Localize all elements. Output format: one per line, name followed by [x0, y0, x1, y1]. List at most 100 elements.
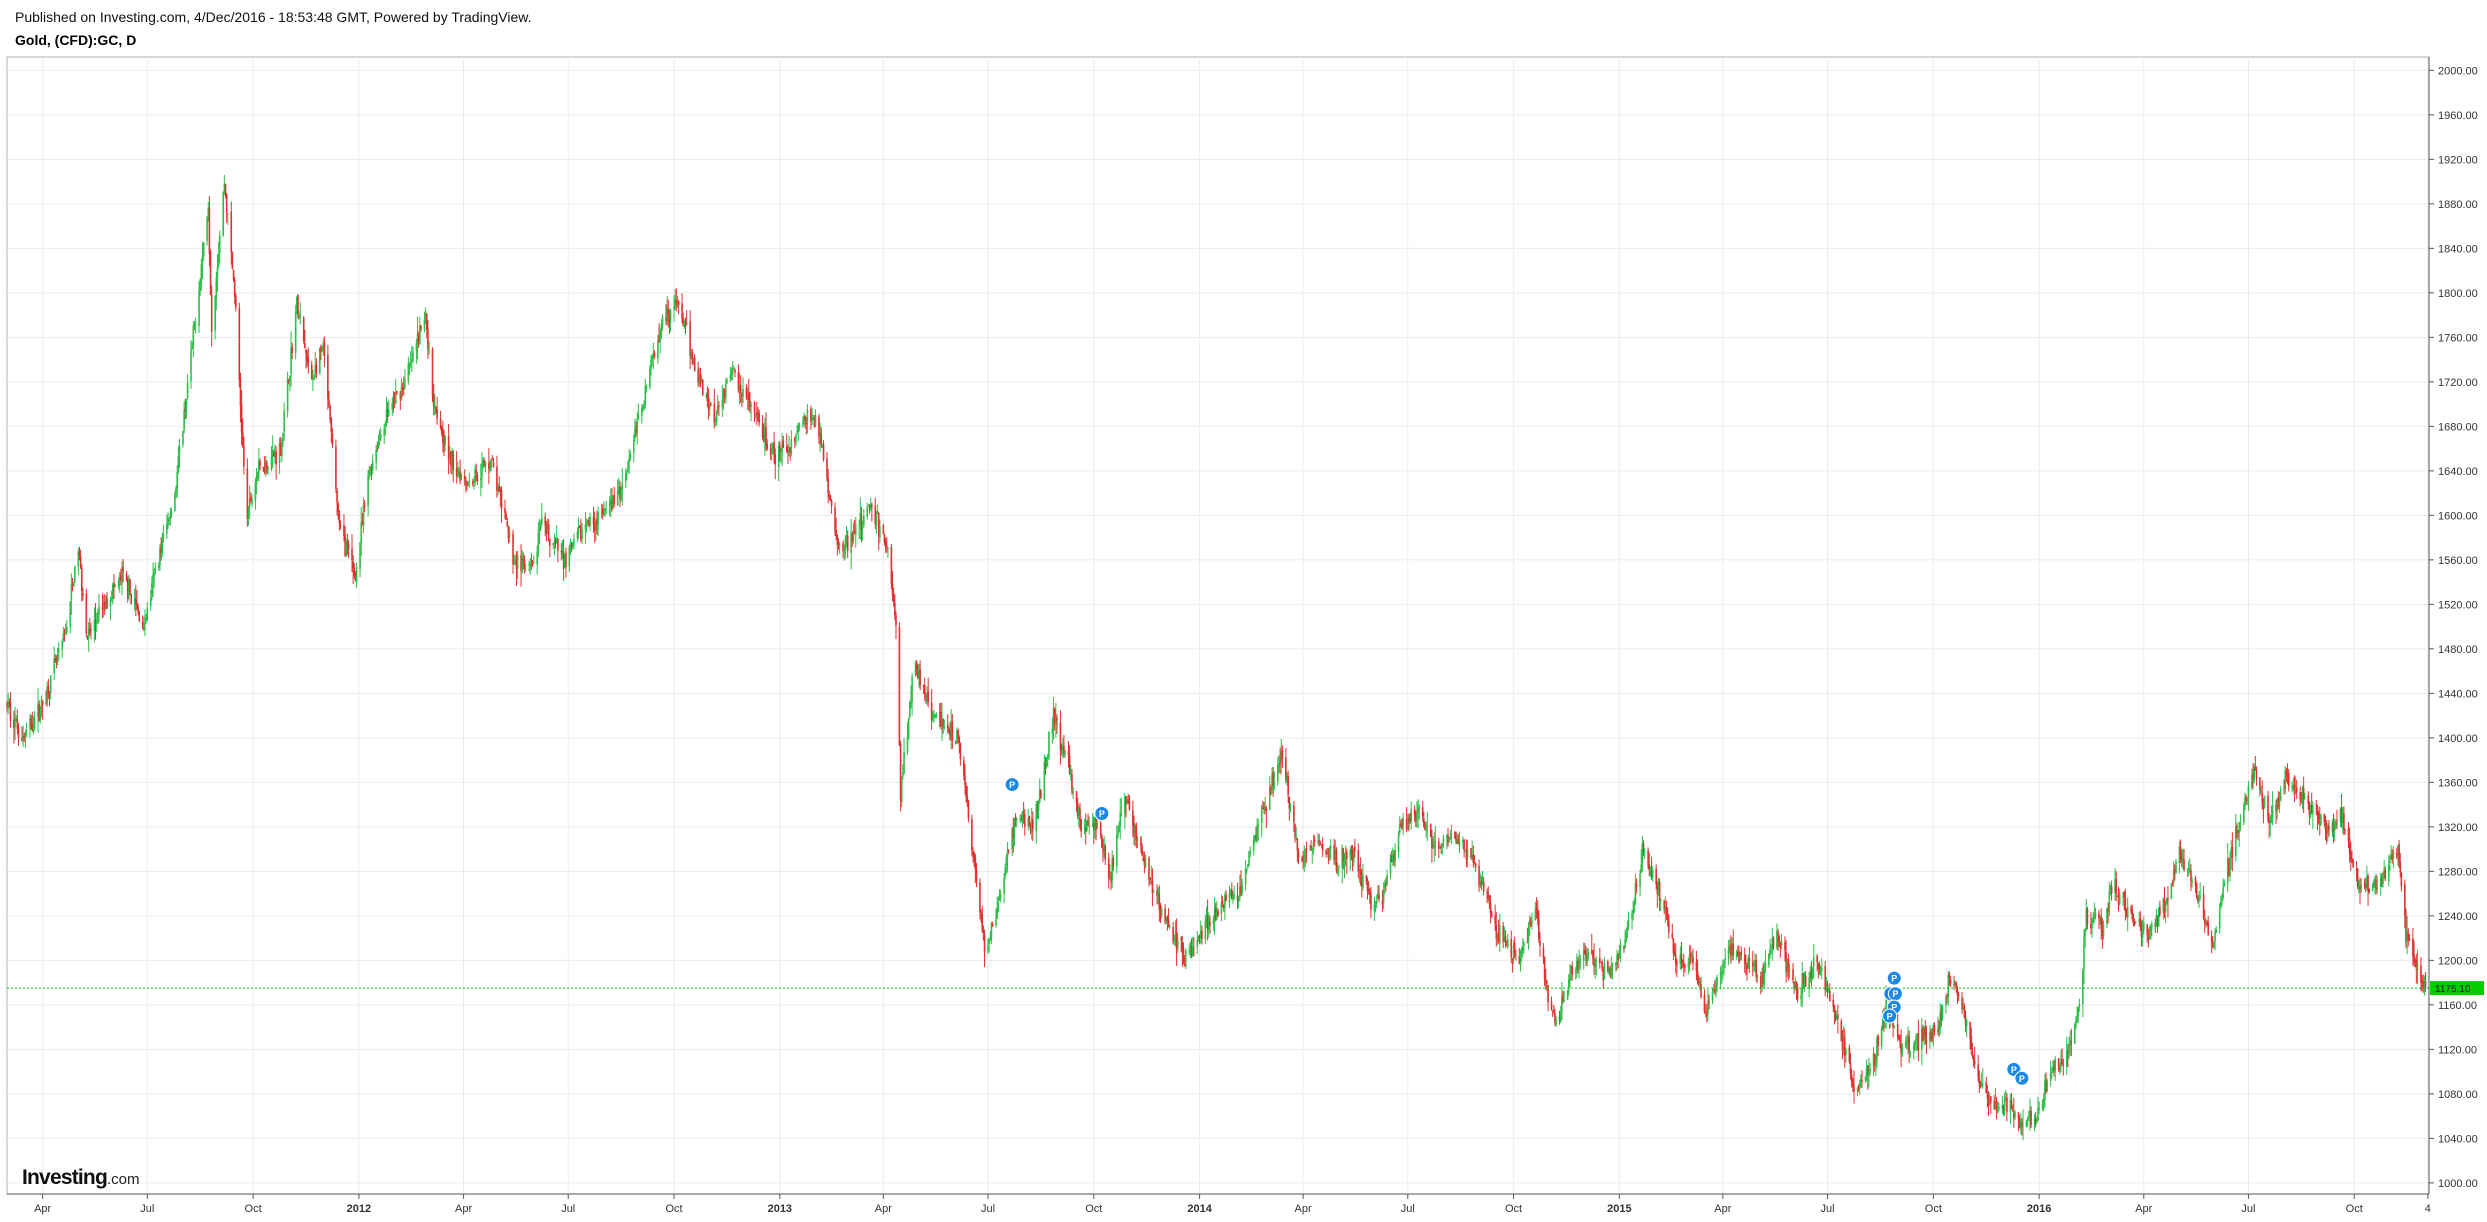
candle-body	[1618, 949, 1621, 959]
candle-body	[772, 443, 774, 452]
candle-body	[2170, 883, 2173, 899]
candle-body	[2420, 964, 2422, 983]
candle-body	[64, 632, 67, 634]
candle-body	[1550, 1001, 1553, 1010]
candle-body	[675, 299, 678, 305]
candle-body	[133, 598, 136, 604]
candle-body	[1233, 894, 1235, 897]
candle-body	[2349, 852, 2352, 861]
candle-body	[2073, 1024, 2076, 1044]
candle-body	[314, 366, 317, 377]
candle-body	[1229, 890, 1232, 892]
candle-body	[444, 435, 446, 445]
candle-body	[1458, 841, 1461, 847]
candle-body	[402, 387, 405, 390]
candle-body	[980, 911, 982, 914]
event-marker-label: P	[1892, 989, 1898, 999]
candle-body	[1539, 940, 1541, 947]
candle-body	[262, 466, 265, 470]
y-axis[interactable]: 2000.001960.001920.001880.001840.001800.…	[2428, 57, 2478, 1194]
candle-body	[1776, 930, 1778, 948]
candle-body	[1657, 883, 1660, 895]
candle-body	[1771, 937, 1774, 949]
candle-body	[1511, 959, 1514, 961]
candle-body	[1260, 808, 1263, 823]
candle-body	[1434, 841, 1437, 843]
candle-body	[1574, 971, 1577, 973]
candle-body	[2302, 788, 2305, 799]
candle-body	[367, 475, 369, 506]
candle-body	[1103, 846, 1105, 852]
candle-body	[2206, 922, 2208, 925]
candle-body	[1037, 802, 1040, 811]
candle-body	[868, 504, 871, 509]
x-axis[interactable]: Apr Jul Oct 2012 Apr Jul Oct 2013 Apr Jul Oct 2014 A…	[7, 1193, 2431, 1215]
candle-body	[941, 719, 943, 725]
candle-body	[1933, 1025, 1936, 1032]
x-tick-label: Apr	[1714, 1203, 1731, 1215]
candle-body	[1719, 972, 1722, 978]
candle-body	[1341, 847, 1344, 868]
candle-body	[2383, 868, 2385, 876]
event-marker[interactable]	[1094, 806, 1110, 822]
event-marker[interactable]	[1004, 777, 1020, 793]
candle-body	[850, 532, 852, 554]
candle-body	[2187, 869, 2190, 871]
candle-body	[1743, 954, 1746, 964]
candle-body	[922, 684, 925, 686]
candle-body	[22, 735, 24, 742]
candle-body	[1151, 880, 1154, 894]
candle-body	[1972, 1056, 1975, 1063]
event-marker[interactable]	[1882, 1008, 1898, 1024]
candle-body	[1921, 1027, 1923, 1050]
candle-body	[1305, 848, 1308, 850]
y-tick-label: 1680.00	[2438, 421, 2478, 433]
event-markers[interactable]: PPPPPPPPP	[1004, 777, 2030, 1086]
candle-body	[74, 566, 76, 583]
candle-body	[1751, 962, 1754, 967]
candle-body	[323, 342, 326, 356]
candle-body	[1365, 875, 1368, 882]
candle-body	[2423, 981, 2426, 989]
event-marker[interactable]	[2014, 1070, 2030, 1086]
candlestick-series[interactable]	[6, 174, 2427, 1141]
candle-body	[488, 463, 490, 470]
candle-body	[1643, 851, 1646, 853]
candle-body	[1659, 899, 1662, 902]
candle-body	[473, 480, 475, 483]
candle-body	[2389, 860, 2391, 864]
event-marker[interactable]	[1886, 970, 1902, 986]
candle-body	[749, 399, 751, 408]
candle-body	[2186, 868, 2189, 870]
candle-body	[2229, 859, 2231, 877]
candle-body	[2190, 870, 2192, 881]
candle-body	[2042, 1098, 2045, 1106]
candle-body	[1561, 996, 1563, 1013]
candle-body	[1998, 1106, 2000, 1109]
x-tick-label: Oct	[1085, 1203, 1102, 1215]
candle-body	[1715, 984, 1717, 993]
candle-body	[1739, 953, 1741, 961]
candle-body	[1802, 972, 1805, 984]
candle-body	[247, 506, 250, 519]
candle-body	[754, 413, 757, 415]
candle-body	[507, 526, 510, 539]
candle-body	[1577, 961, 1579, 970]
candle-body	[2101, 928, 2104, 936]
candle-body	[1914, 1041, 1916, 1046]
candle-body	[167, 518, 169, 524]
candle-body	[128, 579, 130, 597]
candle-body	[1095, 816, 1097, 830]
candle-body	[1079, 808, 1081, 821]
candle-body	[238, 307, 241, 381]
candle-body	[1148, 857, 1150, 880]
candle-body	[1142, 857, 1145, 861]
candle-body	[705, 395, 708, 397]
candle-body	[713, 403, 716, 423]
candle-body	[1429, 824, 1432, 837]
candle-body	[964, 774, 966, 785]
candle-body	[1518, 956, 1521, 964]
candle-body	[1447, 834, 1449, 844]
candle-body	[336, 490, 338, 503]
